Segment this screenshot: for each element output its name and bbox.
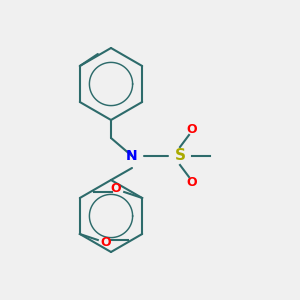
Text: O: O [111,182,121,196]
Text: O: O [101,236,111,250]
Text: S: S [175,148,185,164]
Text: O: O [187,122,197,136]
Text: N: N [126,149,138,163]
Text: O: O [187,176,197,190]
